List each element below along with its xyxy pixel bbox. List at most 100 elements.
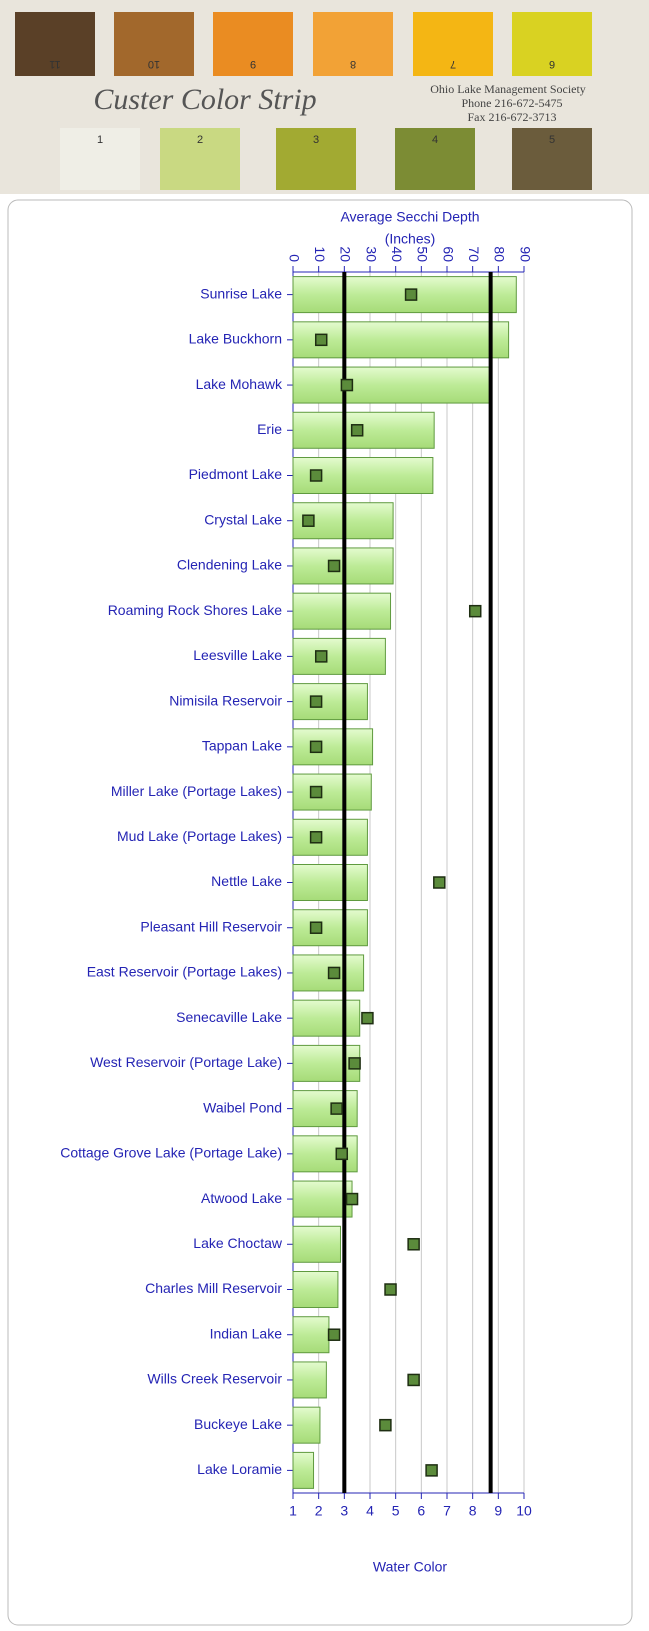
y-tick-label: Erie — [257, 421, 282, 437]
y-tick-label: East Reservoir (Portage Lakes) — [87, 964, 282, 980]
swatch-label: 5 — [549, 134, 555, 146]
strip-fax: Fax 216-672-3713 — [468, 110, 557, 124]
color-marker — [311, 741, 322, 752]
color-marker — [331, 1103, 342, 1114]
color-marker — [434, 877, 445, 888]
bar — [293, 1362, 326, 1398]
x-tick-label: 40 — [389, 246, 405, 262]
y-tick-label: Mud Lake (Portage Lakes) — [117, 828, 282, 844]
y-tick-label: Tappan Lake — [202, 738, 282, 754]
swatch-label: 6 — [549, 58, 555, 70]
x2-tick-label: 1 — [289, 1503, 297, 1519]
color-marker — [385, 1284, 396, 1295]
swatch-label: 1 — [97, 134, 103, 146]
figure: Custer Color Strip Ohio Lake Management … — [0, 0, 649, 1631]
y-tick-label: Lake Buckhorn — [189, 331, 282, 347]
y-tick-label: Nettle Lake — [211, 873, 282, 889]
color-marker — [470, 606, 481, 617]
x2-tick-label: 8 — [469, 1503, 477, 1519]
bar — [293, 819, 367, 855]
swatch-label: 10 — [148, 58, 160, 70]
color-marker — [311, 787, 322, 798]
color-marker — [347, 1194, 358, 1205]
y-tick-label: Senecaville Lake — [176, 1009, 282, 1025]
y-tick-label: Waibel Pond — [203, 1099, 282, 1115]
x-tick-label: 20 — [338, 246, 354, 262]
color-marker — [311, 696, 322, 707]
x2-tick-label: 6 — [417, 1503, 425, 1519]
bar — [293, 593, 391, 629]
y-tick-label: Lake Mohawk — [196, 376, 283, 392]
swatch-label: 8 — [350, 58, 356, 70]
bar — [293, 1407, 320, 1443]
bar — [293, 774, 371, 810]
y-tick-label: Atwood Lake — [201, 1190, 282, 1206]
y-tick-label: West Reservoir (Portage Lake) — [90, 1054, 282, 1070]
y-tick-label: Leesville Lake — [193, 647, 282, 663]
y-tick-label: Miller Lake (Portage Lakes) — [111, 783, 282, 799]
swatch-label: 3 — [313, 134, 319, 146]
color-marker — [311, 470, 322, 481]
y-tick-label: Clendening Lake — [177, 557, 282, 573]
bar — [293, 1317, 329, 1353]
y-tick-label: Indian Lake — [210, 1325, 283, 1341]
color-marker — [329, 1329, 340, 1340]
color-marker — [408, 1374, 419, 1385]
strip-title: Custer Color Strip — [93, 83, 316, 116]
color-marker — [316, 651, 327, 662]
swatch-label: 9 — [250, 58, 256, 70]
x-tick-label: 0 — [286, 254, 302, 262]
color-marker — [426, 1465, 437, 1476]
x-tick-label: 30 — [363, 246, 379, 262]
bar — [293, 1272, 338, 1308]
bar — [293, 865, 367, 901]
x2-tick-label: 7 — [443, 1503, 451, 1519]
color-marker — [303, 515, 314, 526]
y-tick-label: Sunrise Lake — [200, 285, 282, 301]
bar — [293, 1091, 357, 1127]
bar — [293, 1000, 360, 1036]
color-marker — [341, 380, 352, 391]
color-marker — [380, 1420, 391, 1431]
x-tick-label: 60 — [440, 246, 456, 262]
bar — [293, 1226, 340, 1262]
page: {"strip":{"title":"Custer Color Strip","… — [0, 0, 649, 1631]
color-marker — [316, 334, 327, 345]
y-tick-label: Wills Creek Reservoir — [147, 1371, 282, 1387]
x-tick-label: 90 — [517, 246, 533, 262]
y-tick-label: Pleasant Hill Reservoir — [140, 918, 282, 934]
bar — [293, 638, 385, 674]
swatch-label: 2 — [197, 134, 203, 146]
bar — [293, 277, 516, 313]
x-axis-title: Average Secchi Depth — [340, 209, 479, 225]
color-marker — [311, 922, 322, 933]
color-marker — [362, 1013, 373, 1024]
x2-tick-label: 5 — [392, 1503, 400, 1519]
bar — [293, 1452, 314, 1488]
bar — [293, 729, 373, 765]
x2-tick-label: 2 — [315, 1503, 323, 1519]
x-tick-label: 10 — [312, 246, 328, 262]
color-marker — [352, 425, 363, 436]
y-tick-label: Lake Choctaw — [193, 1235, 283, 1251]
swatch-label: 11 — [49, 58, 60, 70]
color-marker — [336, 1148, 347, 1159]
bar — [293, 412, 434, 448]
x2-axis-title: Water Color — [373, 1559, 448, 1575]
bar — [293, 367, 491, 403]
x2-tick-label: 3 — [340, 1503, 348, 1519]
color-marker — [406, 289, 417, 300]
y-tick-label: Buckeye Lake — [194, 1416, 282, 1432]
strip-org: Ohio Lake Management Society — [430, 82, 586, 96]
color-marker — [349, 1058, 360, 1069]
swatch-label: 4 — [432, 134, 438, 146]
x-tick-label: 80 — [492, 246, 508, 262]
bar — [293, 684, 367, 720]
y-tick-label: Piedmont Lake — [189, 466, 283, 482]
y-tick-label: Roaming Rock Shores Lake — [108, 602, 283, 618]
y-tick-label: Crystal Lake — [204, 511, 282, 527]
strip-phone: Phone 216-672-5475 — [462, 96, 563, 110]
color-marker — [311, 832, 322, 843]
y-tick-label: Lake Loramie — [197, 1461, 282, 1477]
y-tick-label: Charles Mill Reservoir — [145, 1280, 282, 1296]
